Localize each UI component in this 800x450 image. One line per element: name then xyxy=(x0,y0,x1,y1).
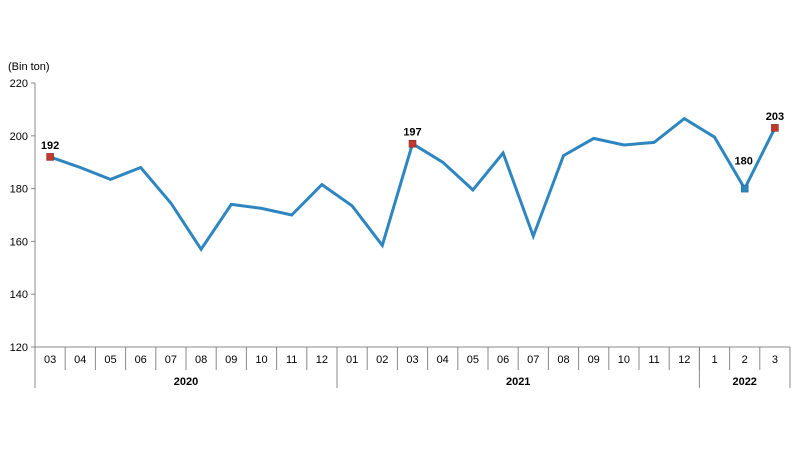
y-tick-label: 140 xyxy=(10,289,28,301)
data-label: 180 xyxy=(735,156,753,168)
x-tick-label: 02 xyxy=(376,354,388,366)
x-tick-label: 2 xyxy=(742,354,748,366)
y-tick-label: 200 xyxy=(10,131,28,143)
x-tick-label: 06 xyxy=(497,354,509,366)
x-tick-label: 11 xyxy=(648,354,659,366)
x-tick-label: 08 xyxy=(195,354,207,366)
data-labels-group: 192 197 180 203 xyxy=(41,111,784,193)
highlight-marker xyxy=(771,124,779,132)
data-label: 197 xyxy=(403,127,421,139)
x-tick-label: 05 xyxy=(467,354,479,366)
y-tick-label: 120 xyxy=(10,342,28,354)
highlight-marker xyxy=(740,184,749,193)
x-tick-label: 3 xyxy=(772,354,778,366)
y-axis: 120 140 160 180 200 220 xyxy=(10,78,36,354)
x-tick-label: 10 xyxy=(618,354,630,366)
x-tick-label: 01 xyxy=(346,354,358,366)
x-tick-label: 07 xyxy=(527,354,539,366)
highlight-marker xyxy=(46,153,54,161)
x-tick-label: 11 xyxy=(286,354,297,366)
x-tick-label: 07 xyxy=(165,354,177,366)
x-tick-label: 05 xyxy=(104,354,116,366)
x-axis: 03 04 05 06 07 08 09 10 11 12 01 02 03 04 05 06 07 08 09 10… xyxy=(34,346,791,388)
x-tick-label: 04 xyxy=(437,354,449,366)
data-label: 192 xyxy=(41,140,59,152)
x-tick-label: 1 xyxy=(711,354,717,366)
x-tick-label: 04 xyxy=(74,354,86,366)
x-tick-label: 12 xyxy=(316,354,328,366)
data-label: 203 xyxy=(766,111,784,123)
year-label: 2022 xyxy=(732,376,756,388)
y-tick-label: 180 xyxy=(10,184,28,196)
x-tick-label: 08 xyxy=(557,354,569,366)
y-tick-label: 220 xyxy=(10,78,28,90)
y-axis-unit-label: (Bin ton) xyxy=(8,61,50,73)
x-tick-label: 12 xyxy=(678,354,690,366)
x-tick-label: 09 xyxy=(225,354,237,366)
y-tick-label: 160 xyxy=(10,236,28,248)
x-tick-label: 03 xyxy=(406,354,418,366)
x-tick-label: 10 xyxy=(255,354,267,366)
x-tick-label: 09 xyxy=(588,354,600,366)
x-tick-label: 06 xyxy=(135,354,147,366)
year-label: 2021 xyxy=(506,376,530,388)
year-label: 2020 xyxy=(174,376,198,388)
x-tick-label: 03 xyxy=(44,354,56,366)
highlight-marker xyxy=(408,139,417,148)
